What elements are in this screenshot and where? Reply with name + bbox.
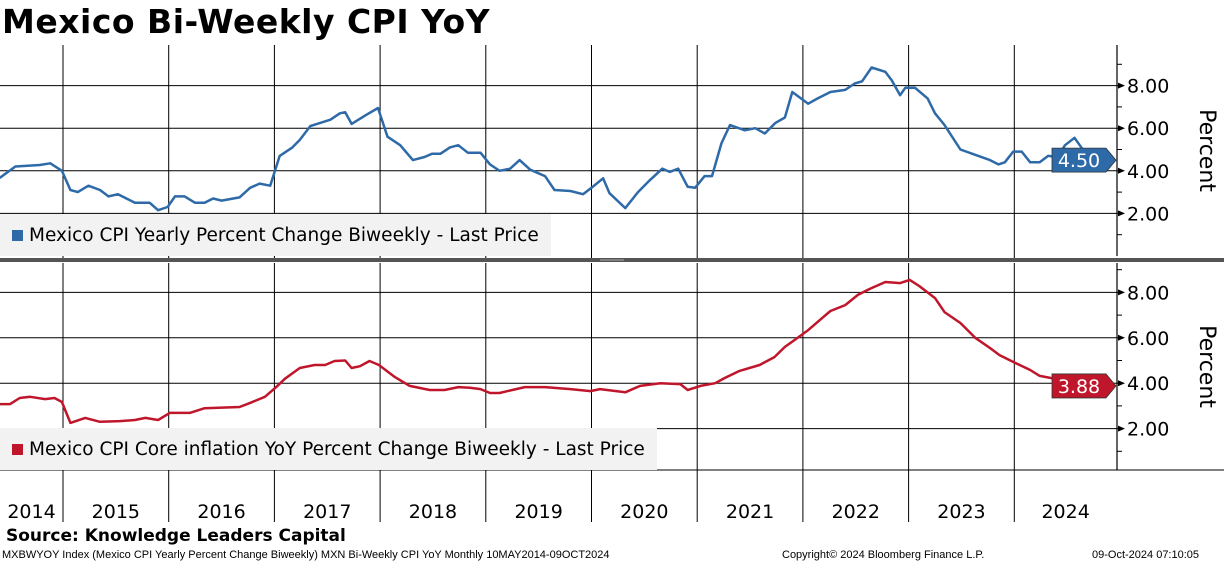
legend-label-core: Mexico CPI Core inflation YoY Percent Ch… (29, 438, 645, 460)
x-tick-label: 2020 (620, 501, 668, 523)
y-tick-label: 2.00 (1127, 419, 1169, 441)
y-tick-arrow (1118, 125, 1125, 132)
headline-cpi-line (0, 66, 1100, 212)
y-tick-arrow (1118, 167, 1125, 174)
source-note: Source: Knowledge Leaders Capital (6, 526, 346, 546)
last-value-tag (1051, 147, 1117, 173)
y-tick-arrow (1118, 380, 1125, 387)
y-tick-arrow (1118, 210, 1125, 217)
y-tick-arrow (1118, 334, 1125, 341)
y-tick-label: 4.00 (1127, 161, 1169, 183)
x-tick-label: 2024 (1041, 501, 1089, 523)
legend-swatch-core (12, 443, 23, 455)
y-tick-label: 6.00 (1127, 328, 1169, 350)
chart-title: Mexico Bi-Weekly CPI YoY (2, 2, 491, 41)
last-value-label: 4.50 (1058, 150, 1100, 172)
y-tick-label: 8.00 (1127, 76, 1169, 98)
y-tick-label: 2.00 (1127, 203, 1169, 225)
x-tick-label: 2016 (197, 501, 245, 523)
footer-timestamp: 09-Oct-2024 07:10:05 (1092, 549, 1200, 561)
footer-ticker: MXBWYOY Index (Mexico CPI Yearly Percent… (2, 549, 610, 561)
y-tick-arrow (1118, 289, 1125, 296)
x-tick-label: 2022 (832, 501, 880, 523)
y-tick-arrow (1118, 82, 1125, 89)
y-axis-title: Percent (1194, 109, 1219, 192)
x-tick-label: 2021 (726, 501, 774, 523)
x-tick-label: 2015 (92, 501, 140, 523)
x-tick-label: 2019 (514, 501, 562, 523)
legend-label-headline: Mexico CPI Yearly Percent Change Biweekl… (29, 224, 539, 246)
legend-swatch-headline (12, 229, 23, 241)
legend-core: Mexico CPI Core inflation YoY Percent Ch… (0, 428, 657, 470)
y-tick-label: 6.00 (1127, 118, 1169, 140)
y-tick-label: 4.00 (1127, 373, 1169, 395)
legend-headline: Mexico CPI Yearly Percent Change Biweekl… (0, 214, 551, 256)
x-tick-label: 2014 (7, 501, 55, 523)
y-tick-label: 8.00 (1127, 282, 1169, 304)
x-tick-label: 2023 (937, 501, 985, 523)
last-value-tag (1051, 373, 1117, 399)
core-cpi-line (0, 278, 1101, 425)
x-tick-label: 2018 (409, 501, 457, 523)
last-value-label: 3.88 (1058, 376, 1100, 398)
x-tick-label: 2017 (303, 501, 351, 523)
y-axis-title: Percent (1194, 325, 1219, 408)
y-tick-arrow (1118, 425, 1125, 432)
footer-copyright: Copyright© 2024 Bloomberg Finance L.P. (782, 549, 985, 561)
